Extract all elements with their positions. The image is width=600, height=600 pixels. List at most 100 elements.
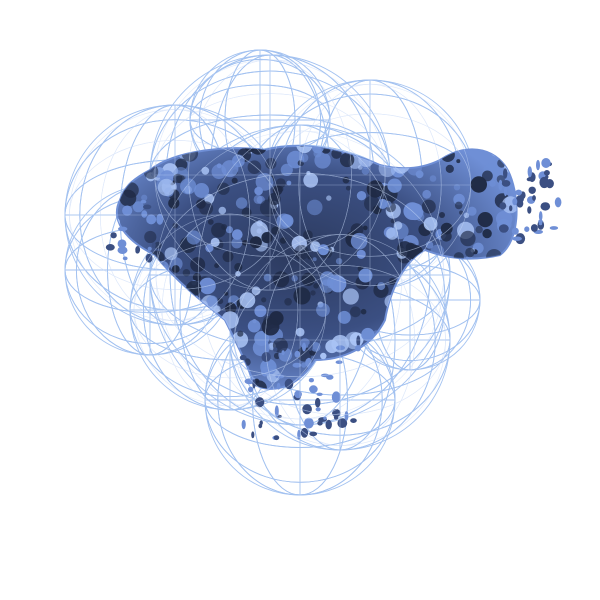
density-lump — [435, 277, 442, 284]
density-lump — [484, 315, 503, 334]
density-speck — [315, 407, 321, 412]
density-lump — [207, 219, 214, 225]
density-lump — [359, 394, 370, 405]
density-lump — [422, 189, 432, 199]
density-lump — [254, 305, 267, 318]
density-speck — [511, 227, 519, 235]
density-lump — [192, 273, 202, 282]
density-speck — [503, 168, 508, 179]
density-lump — [310, 290, 316, 296]
density-lump — [460, 230, 476, 247]
mesh-sphere — [154, 59, 386, 291]
density-lump — [423, 257, 435, 270]
density-lump — [502, 339, 517, 357]
density-lump — [474, 326, 485, 337]
mesh-sphere — [268, 83, 472, 287]
density-lump — [121, 396, 125, 400]
density-speck — [335, 360, 343, 365]
density-lump — [512, 298, 517, 306]
density-speck — [156, 213, 164, 225]
density-speck — [316, 392, 323, 396]
density-lump — [306, 199, 323, 216]
density-lump — [144, 230, 157, 244]
density-lump — [512, 242, 517, 260]
density-speck — [140, 199, 147, 204]
density-lump — [307, 255, 312, 260]
density-speck — [309, 385, 318, 394]
density-lump — [275, 178, 286, 189]
density-lump — [513, 250, 517, 267]
density-lump — [390, 345, 399, 354]
density-lump — [225, 302, 237, 314]
density-lump — [483, 264, 498, 279]
density-lump — [506, 145, 516, 147]
density-lump — [180, 178, 197, 195]
density-speck — [344, 411, 349, 421]
density-lump — [453, 252, 464, 263]
density-lump — [479, 271, 496, 288]
density-lump — [453, 193, 465, 206]
density-lump — [218, 206, 227, 215]
density-speck — [501, 180, 511, 187]
density-speck — [323, 416, 327, 420]
density-speck — [554, 197, 562, 208]
density-speck — [530, 224, 538, 232]
density-speck — [499, 202, 507, 210]
density-lump — [210, 237, 220, 247]
density-lump — [384, 200, 392, 208]
density-lump — [450, 327, 465, 342]
density-lump — [345, 185, 351, 191]
density-lump — [320, 352, 327, 360]
density-lump — [464, 381, 472, 389]
density-lump — [194, 183, 210, 198]
density-lump — [387, 178, 402, 193]
density-lump — [222, 251, 234, 263]
density-lump — [325, 339, 339, 354]
density-lump — [326, 195, 332, 201]
density-lump — [421, 199, 436, 214]
density-lump — [398, 333, 413, 348]
density-lump — [280, 163, 293, 176]
density-lump — [393, 221, 403, 230]
density-speck — [118, 226, 128, 232]
density-speck — [297, 429, 301, 440]
density-speck — [117, 239, 127, 248]
density-lump — [470, 176, 487, 193]
density-lump — [468, 349, 478, 359]
mesh-sphere — [69, 109, 281, 321]
density-speck — [151, 242, 156, 249]
density-speck — [512, 198, 518, 206]
density-lump — [478, 278, 491, 290]
density-lump — [419, 391, 430, 402]
density-speck — [302, 404, 312, 415]
density-lump — [199, 201, 214, 216]
density-speck — [326, 374, 334, 380]
density-lump — [339, 152, 355, 168]
density-speck — [302, 342, 306, 352]
density-speck — [309, 431, 318, 437]
density-lump — [491, 272, 496, 277]
density-lump — [291, 275, 298, 282]
density-lump — [284, 298, 292, 306]
density-lump — [482, 298, 501, 317]
density-lump — [514, 139, 519, 144]
density-speck — [540, 202, 551, 211]
density-speck — [122, 256, 128, 261]
density-lump — [294, 245, 309, 260]
density-lump — [310, 342, 321, 352]
density-lump — [415, 212, 425, 222]
density-lump — [475, 225, 483, 234]
density-lump — [171, 265, 180, 273]
density-speck — [304, 417, 314, 429]
density-speck — [528, 186, 536, 194]
density-speck — [276, 382, 281, 390]
density-lump — [363, 225, 368, 231]
density-speck — [308, 378, 314, 383]
density-lump — [265, 157, 277, 170]
density-lump — [214, 339, 222, 347]
density-lump — [149, 382, 158, 389]
density-speck — [110, 232, 117, 239]
density-lump — [224, 291, 229, 296]
density-speck — [294, 350, 301, 358]
density-lump — [205, 244, 214, 253]
